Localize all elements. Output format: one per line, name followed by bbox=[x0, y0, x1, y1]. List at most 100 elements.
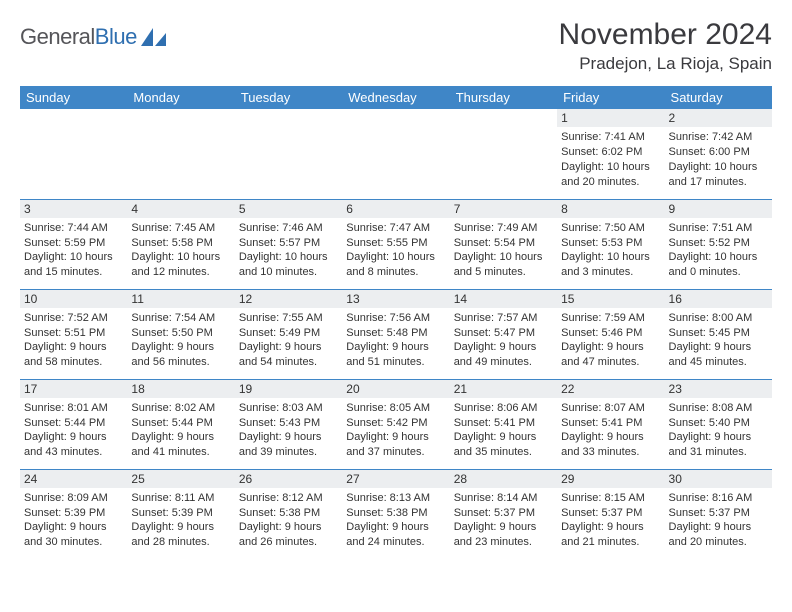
daylight-text: Daylight: 9 hours and 23 minutes. bbox=[454, 520, 553, 550]
sunset-text: Sunset: 5:57 PM bbox=[239, 236, 338, 251]
calendar-cell: 25Sunrise: 8:11 AMSunset: 5:39 PMDayligh… bbox=[127, 469, 234, 559]
daylight-text: Daylight: 9 hours and 49 minutes. bbox=[454, 340, 553, 370]
calendar-cell: 4Sunrise: 7:45 AMSunset: 5:58 PMDaylight… bbox=[127, 199, 234, 289]
calendar-cell: 18Sunrise: 8:02 AMSunset: 5:44 PMDayligh… bbox=[127, 379, 234, 469]
day-number: 2 bbox=[665, 109, 772, 127]
sunset-text: Sunset: 5:37 PM bbox=[454, 506, 553, 521]
sunset-text: Sunset: 5:51 PM bbox=[24, 326, 123, 341]
calendar-cell: 22Sunrise: 8:07 AMSunset: 5:41 PMDayligh… bbox=[557, 379, 664, 469]
page-header: GeneralBlue November 2024 Pradejon, La R… bbox=[20, 18, 772, 74]
calendar-cell: 2Sunrise: 7:42 AMSunset: 6:00 PMDaylight… bbox=[665, 109, 772, 199]
sunset-text: Sunset: 5:45 PM bbox=[669, 326, 768, 341]
sunrise-text: Sunrise: 8:09 AM bbox=[24, 491, 123, 506]
calendar-row: 10 Sunrise: 7:52 AMSunset: 5:51 PM Dayligh… bbox=[20, 289, 772, 379]
daylight-text: Daylight: 9 hours and 30 minutes. bbox=[24, 520, 123, 550]
daylight-text: Daylight: 9 hours and 47 minutes. bbox=[561, 340, 660, 370]
calendar-cell bbox=[342, 109, 449, 199]
sunrise-text: Sunrise: 7:59 AM bbox=[561, 311, 660, 326]
sunrise-text: Sunrise: 7:41 AM bbox=[561, 130, 660, 145]
calendar-row: 17Sunrise: 8:01 AMSunset: 5:44 PMDayligh… bbox=[20, 379, 772, 469]
day-number: 6 bbox=[342, 200, 449, 218]
day-number: 13 bbox=[342, 290, 449, 308]
sunrise-text: Sunrise: 8:00 AM bbox=[669, 311, 768, 326]
day-number: 29 bbox=[557, 470, 664, 488]
sunset-text: Sunset: 5:59 PM bbox=[24, 236, 123, 251]
day-number: 14 bbox=[450, 290, 557, 308]
day-number: 19 bbox=[235, 380, 342, 398]
calendar-cell: 14Sunrise: 7:57 AMSunset: 5:47 PMDayligh… bbox=[450, 289, 557, 379]
brand-part1: General bbox=[20, 24, 95, 49]
day-number: 4 bbox=[127, 200, 234, 218]
sunrise-text: Sunrise: 7:54 AM bbox=[131, 311, 230, 326]
sunrise-text: Sunrise: 8:08 AM bbox=[669, 401, 768, 416]
daylight-text: Daylight: 9 hours and 35 minutes. bbox=[454, 430, 553, 460]
daylight-text: Daylight: 10 hours and 3 minutes. bbox=[561, 250, 660, 280]
location-subtitle: Pradejon, La Rioja, Spain bbox=[559, 54, 772, 74]
sunset-text: Sunset: 5:58 PM bbox=[131, 236, 230, 251]
daylight-text: Daylight: 10 hours and 20 minutes. bbox=[561, 160, 660, 190]
sunrise-text: Sunrise: 7:56 AM bbox=[346, 311, 445, 326]
sunset-text: Sunset: 5:47 PM bbox=[454, 326, 553, 341]
weekday-row: SundayMondayTuesdayWednesdayThursdayFrid… bbox=[20, 86, 772, 109]
sunset-text: Sunset: 5:53 PM bbox=[561, 236, 660, 251]
calendar-cell: 21Sunrise: 8:06 AMSunset: 5:41 PMDayligh… bbox=[450, 379, 557, 469]
sunrise-text: Sunrise: 7:50 AM bbox=[561, 221, 660, 236]
calendar-cell bbox=[127, 109, 234, 199]
day-number: 24 bbox=[20, 470, 127, 488]
daylight-text: Daylight: 9 hours and 39 minutes. bbox=[239, 430, 338, 460]
daylight-text: Daylight: 9 hours and 24 minutes. bbox=[346, 520, 445, 550]
calendar-cell: 12Sunrise: 7:55 AMSunset: 5:49 PMDayligh… bbox=[235, 289, 342, 379]
sunset-text: Sunset: 5:54 PM bbox=[454, 236, 553, 251]
daylight-text: Daylight: 10 hours and 17 minutes. bbox=[669, 160, 768, 190]
daylight-text: Daylight: 10 hours and 10 minutes. bbox=[239, 250, 338, 280]
sunrise-text: Sunrise: 7:52 AM bbox=[24, 311, 123, 326]
calendar-cell: 30 Sunrise: 8:16 AMSunset: 5:37 PMDayligh… bbox=[665, 469, 772, 559]
calendar-cell: 10Sunrise: 7:52 AMSunset: 5:51 PMDayligh… bbox=[20, 289, 127, 379]
daylight-text: Daylight: 10 hours and 15 minutes. bbox=[24, 250, 123, 280]
day-number: 27 bbox=[342, 470, 449, 488]
sunset-text: Sunset: 5:52 PM bbox=[669, 236, 768, 251]
calendar-body: 1Sunrise: 7:41 AMSunset: 6:02 PMDaylight… bbox=[20, 109, 772, 559]
sunset-text: Sunset: 5:37 PM bbox=[561, 506, 660, 521]
sunrise-text: Sunrise: 8:05 AM bbox=[346, 401, 445, 416]
day-number: 15 bbox=[557, 290, 664, 308]
sunrise-text: Sunrise: 8:16 AM bbox=[669, 491, 768, 506]
daylight-text: Daylight: 10 hours and 0 minutes. bbox=[669, 250, 768, 280]
sunrise-text: Sunrise: 7:51 AM bbox=[669, 221, 768, 236]
daylight-text: Daylight: 9 hours and 45 minutes. bbox=[669, 340, 768, 370]
weekday-header: Thursday bbox=[450, 86, 557, 109]
day-number: 26 bbox=[235, 470, 342, 488]
day-number: 7 bbox=[450, 200, 557, 218]
day-number: 10 bbox=[20, 290, 127, 308]
brand-text: GeneralBlue bbox=[20, 24, 137, 50]
title-block: November 2024 Pradejon, La Rioja, Spain bbox=[559, 18, 772, 74]
sunrise-text: Sunrise: 8:07 AM bbox=[561, 401, 660, 416]
daylight-text: Daylight: 9 hours and 20 minutes. bbox=[669, 520, 768, 550]
sunrise-text: Sunrise: 7:45 AM bbox=[131, 221, 230, 236]
day-number: 17 bbox=[20, 380, 127, 398]
weekday-header: Saturday bbox=[665, 86, 772, 109]
day-number: 3 bbox=[20, 200, 127, 218]
calendar-cell: 3Sunrise: 7:44 AMSunset: 5:59 PMDaylight… bbox=[20, 199, 127, 289]
sunset-text: Sunset: 5:39 PM bbox=[131, 506, 230, 521]
daylight-text: Daylight: 9 hours and 54 minutes. bbox=[239, 340, 338, 370]
sunset-text: Sunset: 6:02 PM bbox=[561, 145, 660, 160]
sunrise-text: Sunrise: 7:47 AM bbox=[346, 221, 445, 236]
month-title: November 2024 bbox=[559, 18, 772, 52]
calendar-head: SundayMondayTuesdayWednesdayThursdayFrid… bbox=[20, 86, 772, 109]
day-number: 21 bbox=[450, 380, 557, 398]
day-number: 28 bbox=[450, 470, 557, 488]
day-number: 20 bbox=[342, 380, 449, 398]
calendar-cell: 8 Sunrise: 7:50 AMSunset: 5:53 PMDaylight… bbox=[557, 199, 664, 289]
calendar-cell: 24Sunrise: 8:09 AMSunset: 5:39 PMDayligh… bbox=[20, 469, 127, 559]
calendar-cell: 20Sunrise: 8:05 AMSunset: 5:42 PMDayligh… bbox=[342, 379, 449, 469]
calendar-row: 1Sunrise: 7:41 AMSunset: 6:02 PMDaylight… bbox=[20, 109, 772, 199]
calendar-row: 3Sunrise: 7:44 AMSunset: 5:59 PMDaylight… bbox=[20, 199, 772, 289]
day-number: 30 bbox=[665, 470, 772, 488]
calendar-cell: 7Sunrise: 7:49 AMSunset: 5:54 PMDaylight… bbox=[450, 199, 557, 289]
day-number: 8 bbox=[557, 200, 664, 218]
day-number: 18 bbox=[127, 380, 234, 398]
sunset-text: Sunset: 5:37 PM bbox=[669, 506, 768, 521]
daylight-text: Daylight: 9 hours and 51 minutes. bbox=[346, 340, 445, 370]
daylight-text: Daylight: 9 hours and 31 minutes. bbox=[669, 430, 768, 460]
